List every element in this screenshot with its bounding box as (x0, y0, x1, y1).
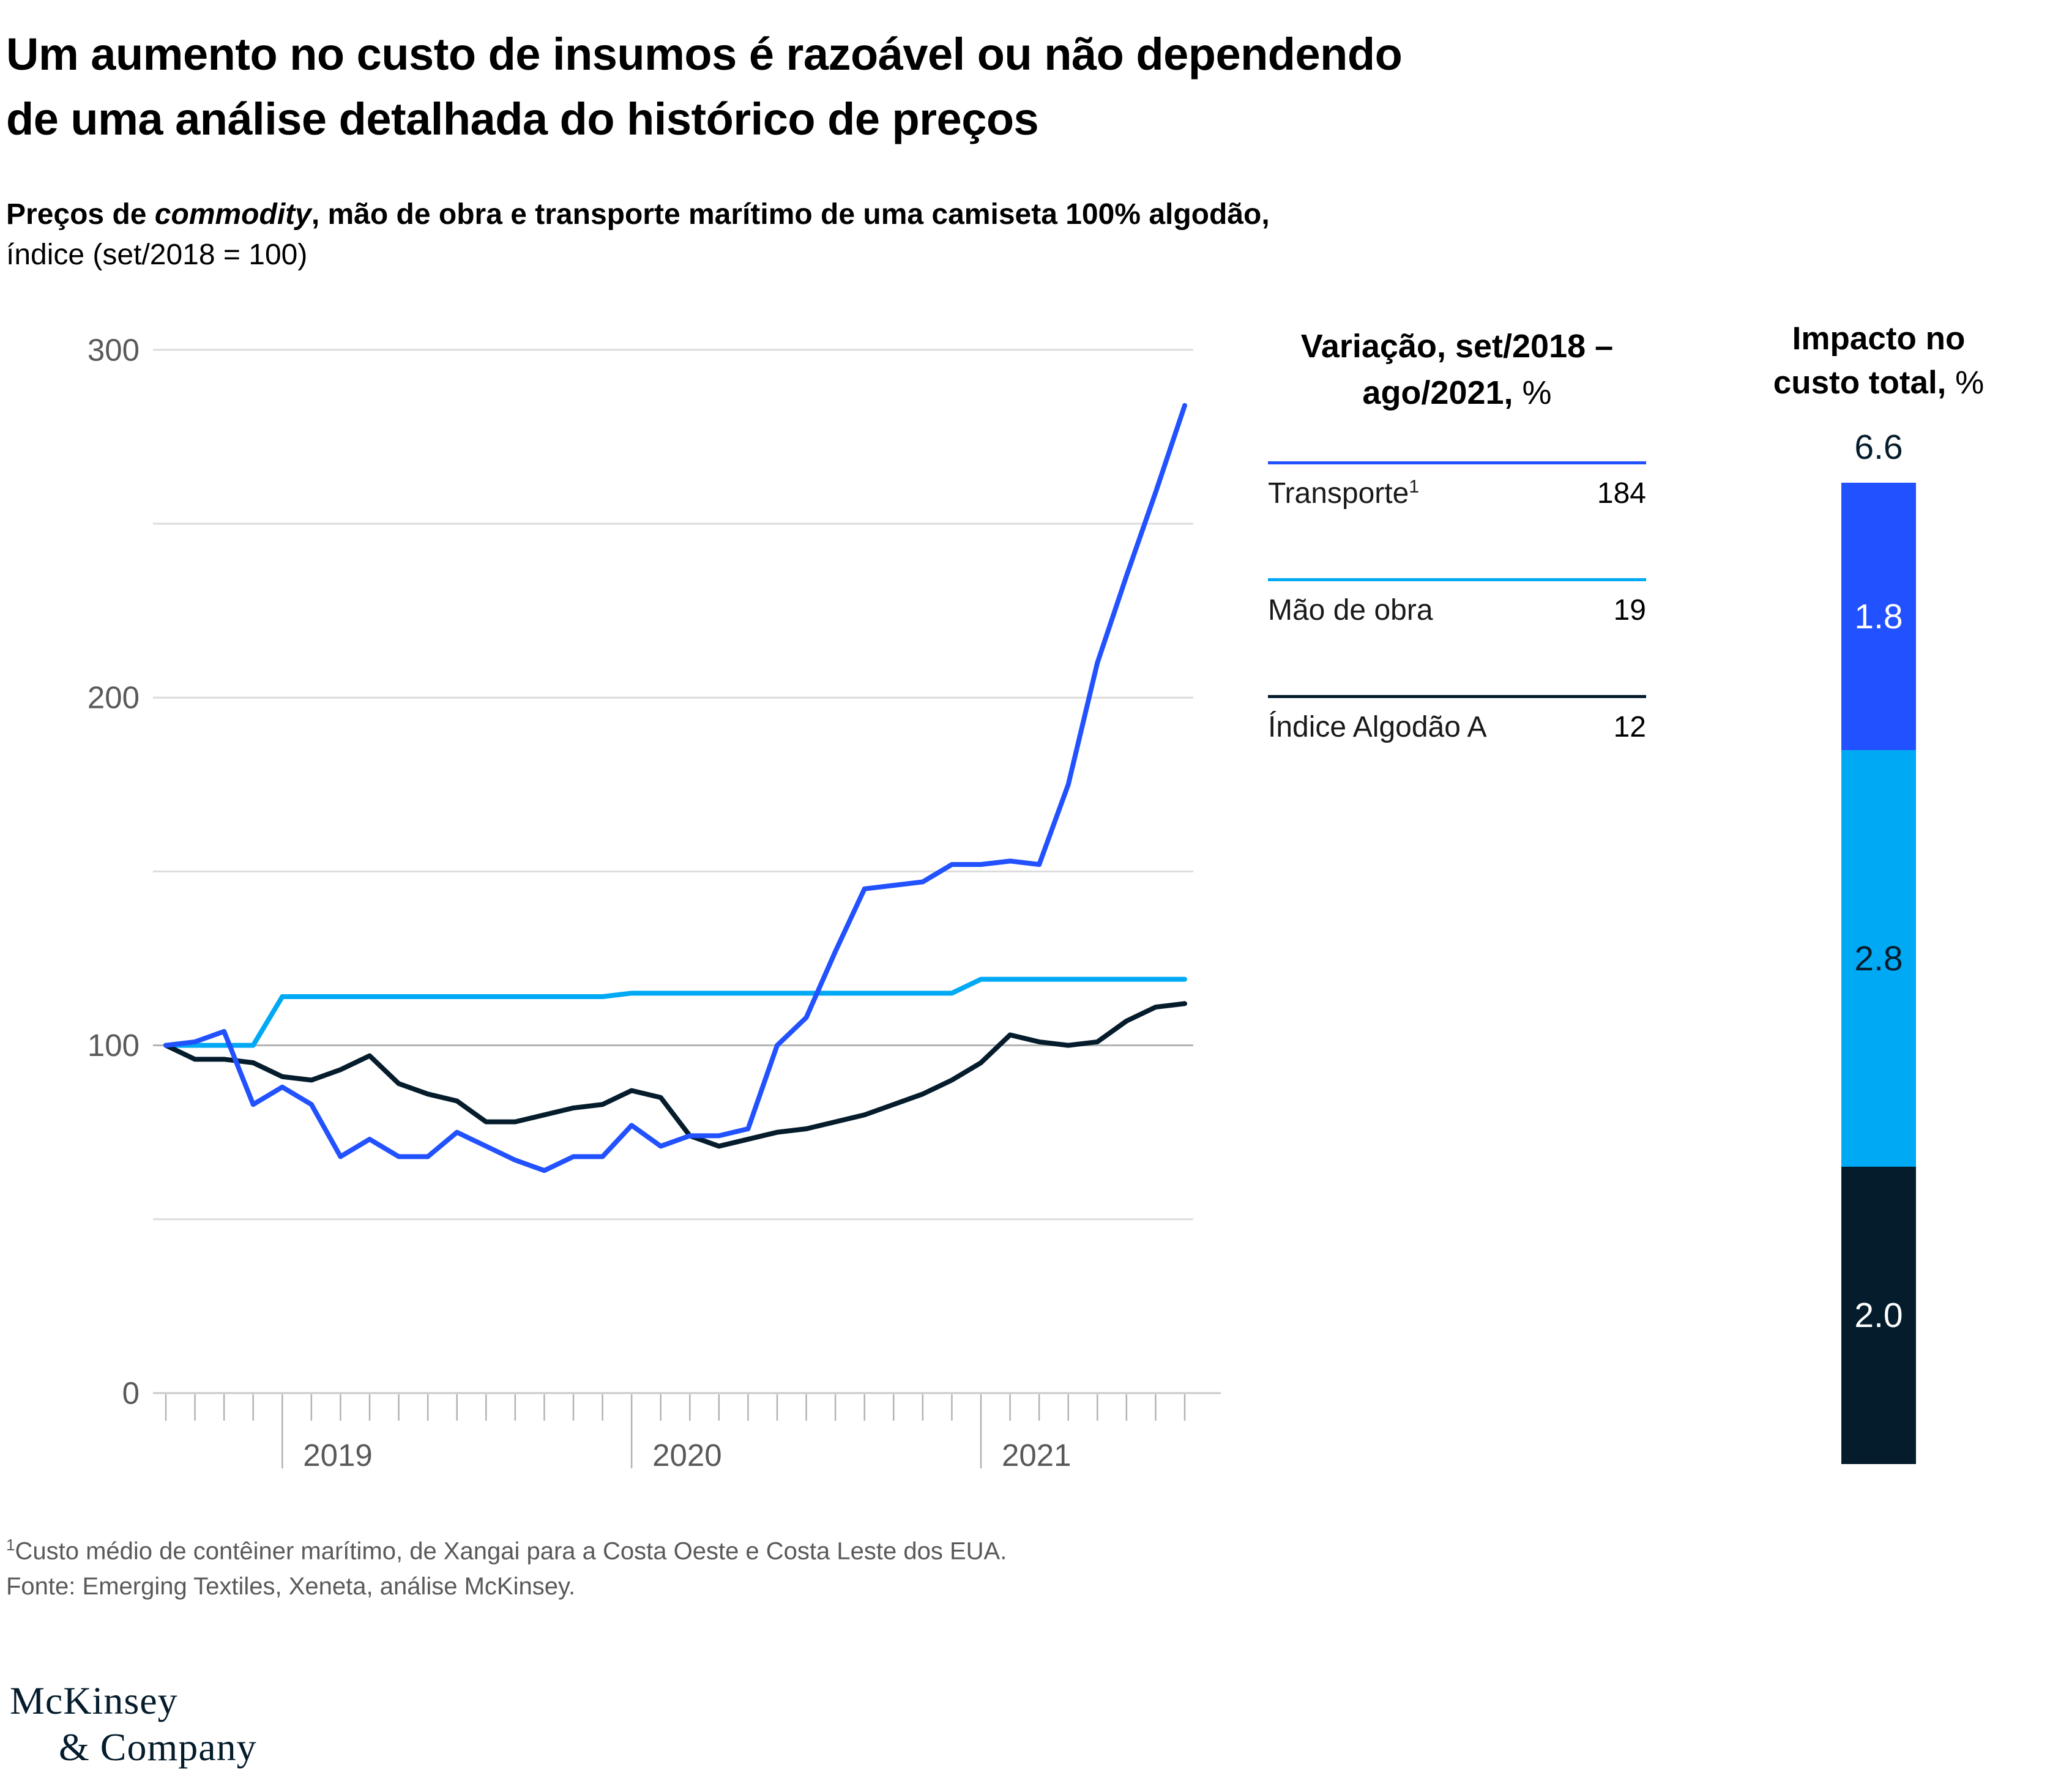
legend-value: 12 (1613, 711, 1646, 743)
legend-header-line2: ago/2021, % (1362, 374, 1552, 411)
chart-subtitle-unit: índice (set/2018 = 100) (6, 239, 308, 271)
impact-stacked-bar: 1.8 2.8 2.0 (1841, 483, 1916, 1464)
svg-text:2019: 2019 (303, 1438, 372, 1473)
svg-text:200: 200 (88, 680, 140, 715)
impact-segment-3: 2.0 (1841, 1166, 1916, 1464)
footnote-line1: 1Custo médio de contêiner marítimo, de X… (6, 1536, 1007, 1565)
logo-line2: & Company (59, 1725, 257, 1769)
legend-value: 184 (1597, 477, 1646, 510)
legend-header: Variação, set/2018 – ago/2021, % (1268, 323, 1646, 416)
source-line: Fonte: Emerging Textiles, Xeneta, anális… (6, 1573, 576, 1601)
svg-text:0: 0 (122, 1376, 140, 1411)
chart-subtitle-line1: Preços de commodity, mão de obra e trans… (6, 198, 1270, 231)
page-title-line2: de uma análise detalhada do histórico de… (6, 94, 1039, 144)
legend-label: Transporte1 (1268, 477, 1420, 510)
impact-total-label: 6.6 (1854, 428, 1903, 467)
legend-row-mao-de-obra: Mão de obra 19 (1268, 578, 1646, 627)
impact-header-line1: Impacto no (1792, 321, 1966, 357)
impact-bar-header: Impacto no custo total, % (1747, 317, 2010, 405)
impact-header-line2: custo total, % (1773, 365, 1985, 401)
legend-row-transporte: Transporte1 184 (1268, 461, 1646, 510)
svg-text:100: 100 (88, 1028, 140, 1063)
footnote: 1Custo médio de contêiner marítimo, de X… (6, 1527, 1007, 1604)
svg-text:2021: 2021 (1002, 1438, 1071, 1473)
svg-text:2020: 2020 (652, 1438, 721, 1473)
legend-label: Índice Algodão A (1268, 711, 1487, 743)
mckinsey-logo: McKinsey & Company (10, 1678, 257, 1771)
impact-segment-1: 1.8 (1841, 483, 1916, 751)
page-title-line1: Um aumento no custo de insumos é razoáve… (6, 29, 1403, 80)
legend-value: 19 (1613, 594, 1646, 626)
svg-text:300: 300 (88, 332, 140, 367)
legend-header-line1: Variação, set/2018 – (1300, 328, 1614, 365)
price-index-line-chart: 0 100 200 300 2019 2020 2021 (88, 332, 1221, 1473)
legend-row-indice-algodao: Índice Algodão A 12 (1268, 695, 1646, 744)
chart-subtitle: Preços de commodity, mão de obra e trans… (6, 195, 1270, 275)
legend-label: Mão de obra (1268, 594, 1433, 626)
logo-line1: McKinsey (10, 1679, 178, 1722)
page-title: Um aumento no custo de insumos é razoáve… (6, 22, 1403, 152)
impact-segment-2: 2.8 (1841, 750, 1916, 1167)
